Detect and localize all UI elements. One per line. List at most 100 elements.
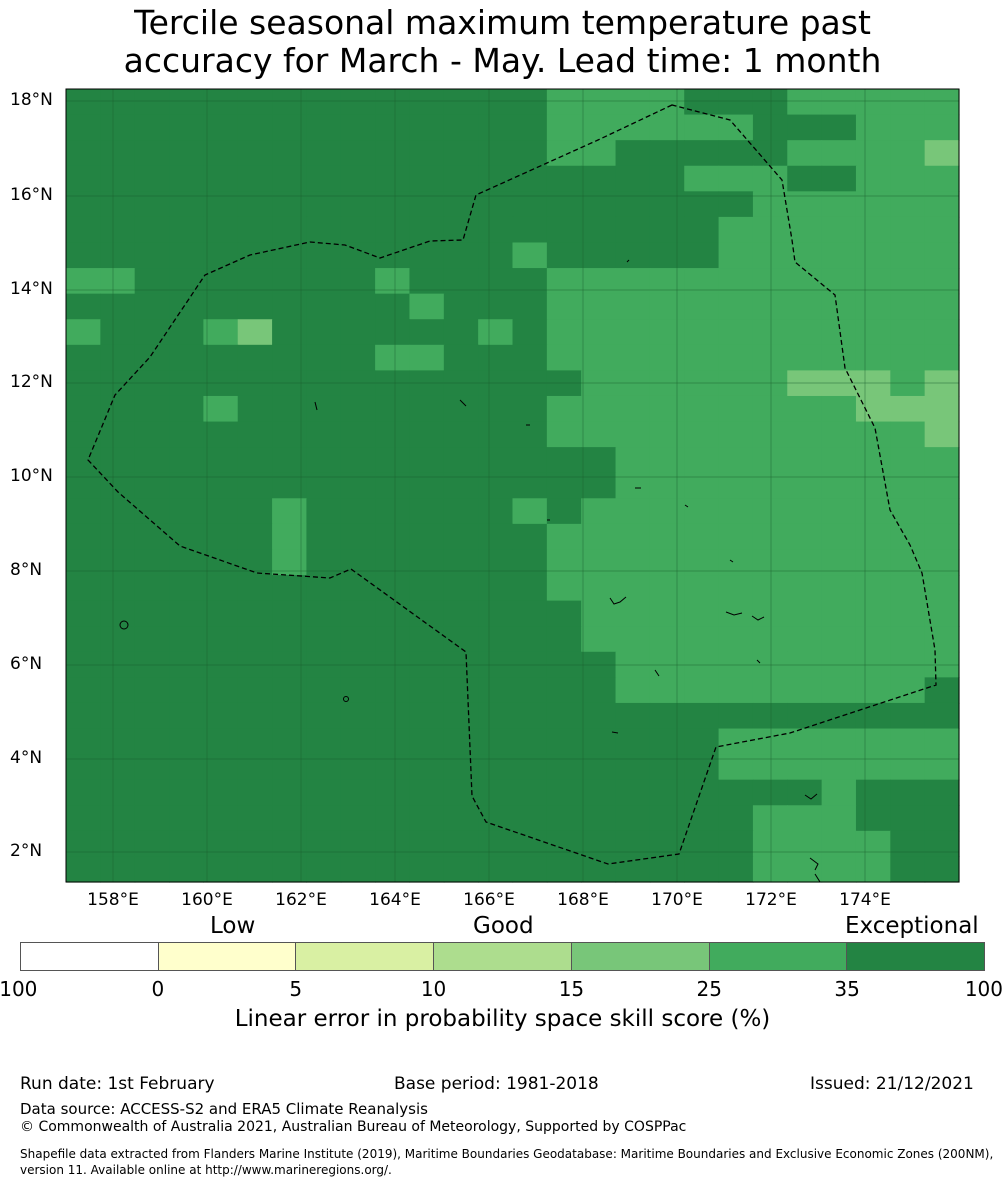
lat-label: 16°N [10, 185, 53, 205]
grid-cell [237, 319, 273, 346]
grid-cell [649, 140, 685, 167]
grid-cell [134, 114, 170, 141]
grid-cell [375, 702, 411, 730]
data-source: Data source: ACCESS-S2 and ERA5 Climate … [20, 1100, 428, 1118]
grid-cell [649, 677, 685, 704]
grid-cell [203, 549, 239, 576]
grid-cell [855, 702, 891, 730]
grid-cell [821, 395, 857, 423]
grid-cell [409, 600, 445, 627]
grid-cell [890, 626, 926, 653]
grid-cell [340, 856, 376, 883]
grid-cell [134, 319, 170, 346]
grid-cell [375, 293, 411, 320]
grid-cell [443, 600, 479, 627]
grid-cell [100, 600, 136, 627]
grid-cell [787, 728, 823, 755]
grid-cell [615, 140, 651, 167]
grid-cell [821, 677, 857, 704]
grid-cell [272, 523, 308, 551]
grid-cell [752, 447, 788, 474]
grid-cell [684, 114, 720, 141]
grid-cell [306, 728, 342, 755]
grid-cell [375, 472, 411, 499]
grid-cell [615, 293, 651, 320]
grid-cell [134, 830, 170, 858]
grid-cell [821, 344, 857, 371]
grid-cell [512, 447, 548, 474]
grid-cell [890, 370, 926, 397]
grid-cell [237, 702, 273, 730]
grid-cell [546, 498, 582, 525]
grid-cell [134, 523, 170, 551]
grid-cell [649, 344, 685, 371]
grid-cell [615, 216, 651, 244]
grid-cell [821, 626, 857, 653]
grid-cell [272, 805, 308, 832]
grid-cell [615, 575, 651, 602]
grid-cell [752, 754, 788, 781]
grid-cell [787, 754, 823, 781]
lon-label: 170°E [651, 890, 703, 910]
grid-cell [546, 165, 582, 192]
grid-cell [890, 114, 926, 141]
grid-cell [684, 728, 720, 755]
grid-cell [684, 472, 720, 499]
grid-cell [169, 421, 204, 448]
grid-cell [66, 293, 101, 320]
grid-cell [821, 702, 857, 730]
grid-cell [684, 447, 720, 474]
grid-cell [615, 549, 651, 576]
grid-cell [409, 754, 445, 781]
grid-cell [237, 293, 273, 320]
grid-cell [306, 575, 342, 602]
grid-cell [169, 140, 204, 167]
grid-cell [443, 523, 479, 551]
grid-cell [821, 472, 857, 499]
grid-cell [821, 498, 857, 525]
grid-cell [375, 575, 411, 602]
grid-cell [272, 370, 308, 397]
colorbar-tick: 10 [420, 977, 447, 1001]
grid-cell [237, 856, 273, 883]
grid-cell [890, 549, 926, 576]
grid-cell [443, 779, 479, 806]
grid-cell [752, 779, 788, 806]
grid-cell [924, 754, 960, 781]
grid-cell [718, 344, 754, 371]
grid-cell [340, 523, 376, 551]
grid-cell [203, 805, 239, 832]
grid-cell [272, 600, 308, 627]
grid-cell [340, 293, 376, 320]
grid-cell [546, 370, 582, 397]
grid-cell [512, 523, 548, 551]
grid-cell [787, 472, 823, 499]
grid-cell [100, 165, 136, 192]
grid-cell [855, 140, 891, 167]
grid-cell [478, 830, 514, 858]
grid-cell [615, 395, 651, 423]
grid-cell [306, 140, 342, 167]
grid-cell [890, 421, 926, 448]
grid-cell [890, 395, 926, 423]
grid-cell [684, 89, 720, 116]
grid-cell [340, 600, 376, 627]
grid-cell [546, 754, 582, 781]
grid-cell [546, 319, 582, 346]
grid-cell [169, 319, 204, 346]
grid-cell [581, 447, 617, 474]
grid-cell [787, 575, 823, 602]
grid-cell [443, 421, 479, 448]
grid-cell [718, 216, 754, 244]
grid-cell [546, 447, 582, 474]
grid-cell [306, 216, 342, 244]
base-period: Base period: 1981-2018 [394, 1074, 599, 1094]
grid-cell [443, 140, 479, 167]
grid-cell [272, 856, 308, 883]
grid-cell [512, 754, 548, 781]
grid-cell [340, 216, 376, 244]
grid-cell [169, 89, 204, 116]
grid-cell [306, 89, 342, 116]
grid-cell [752, 728, 788, 755]
grid-cell [581, 191, 617, 218]
